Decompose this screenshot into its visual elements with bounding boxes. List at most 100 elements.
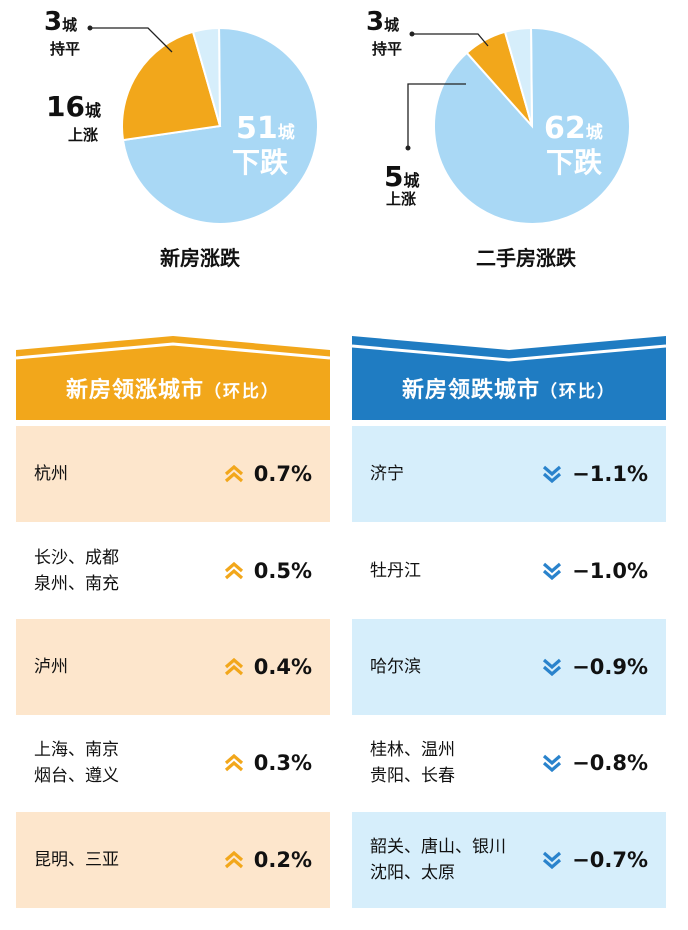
double-chevron-down-icon <box>543 465 562 484</box>
fall-row: 韶关、唐山、银川 沈阳、太原 −0.7% <box>352 811 666 908</box>
rise-row-city-line: 烟台、遵义 <box>34 766 119 787</box>
pie-title-second-hand: 二手房涨跌 <box>476 246 576 270</box>
new-fall-label-count: 51城 <box>236 111 295 146</box>
fall-row-cities: 牡丹江 <box>370 522 421 618</box>
rise-row-city-line: 杭州 <box>34 464 68 485</box>
old-flat-dot <box>409 31 415 37</box>
fall-row-city-line: 济宁 <box>370 464 404 485</box>
rise-row: 长沙、成都泉州、南充 0.5% <box>16 522 330 618</box>
fall-table-header: 新房领跌城市（环比） <box>351 336 667 420</box>
fall-row-value: −0.8% <box>572 751 648 776</box>
rise-row: 泸州 0.4% <box>16 618 330 716</box>
fall-row-city-line: 哈尔滨 <box>370 656 421 677</box>
fall-row-value: −0.7% <box>572 847 648 872</box>
new-flat-label-label: 持平 <box>50 40 80 58</box>
old-flat-label-label: 持平 <box>372 40 402 58</box>
rise-header-shape <box>15 336 331 420</box>
fall-row-value: −1.0% <box>572 558 648 583</box>
fall-row-cities: 哈尔滨 <box>370 619 421 715</box>
fall-row-change: −0.7% <box>542 812 648 908</box>
fall-row-city-line: 沈阳、太原 <box>370 862 455 883</box>
fall-row-value: −0.9% <box>572 654 648 679</box>
old-fall-label-count: 62城 <box>544 111 603 146</box>
new-rise-label-label: 上涨 <box>68 126 98 144</box>
rise-row-value: 0.7% <box>253 462 312 487</box>
rise-row-value: 0.5% <box>253 558 312 583</box>
fall-table-title: 新房领跌城市 <box>401 378 540 403</box>
fall-table-subtitle: （环比） <box>540 382 616 402</box>
old-slice-flat <box>503 26 533 127</box>
double-chevron-down-icon <box>543 658 562 676</box>
fall-row: 牡丹江 −1.0% <box>352 522 666 618</box>
double-chevron-up-icon <box>224 754 243 772</box>
old-rise-label-count: 5城 <box>384 160 420 193</box>
rise-row-cities: 泸州 <box>34 619 68 715</box>
rise-row-change: 0.2% <box>224 812 312 908</box>
pie-title-new-home: 新房涨跌 <box>160 246 240 270</box>
rise-row-city-line: 昆明、三亚 <box>34 849 119 870</box>
rise-row-city-line: 泉州、南充 <box>34 573 119 594</box>
fall-row-cities: 韶关、唐山、银川 沈阳、太原 <box>370 812 506 908</box>
rise-row-value: 0.3% <box>253 751 312 776</box>
new-flat-dot <box>87 25 93 31</box>
new-fall-label-label: 下跌 <box>232 146 288 179</box>
rise-row: 上海、南京烟台、遵义 0.3% <box>16 715 330 811</box>
fall-row-city-line: 桂林、温州 <box>370 740 455 761</box>
rise-row-change: 0.3% <box>224 715 312 811</box>
fall-row-cities: 桂林、温州贵阳、长春 <box>370 715 455 811</box>
old-flat-label-count: 3城 <box>366 7 399 37</box>
double-chevron-down-icon <box>543 562 562 580</box>
rise-row-cities: 杭州 <box>34 426 68 522</box>
double-chevron-up-icon <box>224 561 243 579</box>
fall-row-city-line: 贵阳、长春 <box>370 766 455 787</box>
new-flat-leader <box>90 27 173 53</box>
rise-row-city-line: 上海、南京 <box>34 740 119 761</box>
rise-row-city-line: 长沙、成都 <box>34 547 119 568</box>
fall-row-change: −1.1% <box>542 426 648 522</box>
old-rise-dot <box>405 145 411 151</box>
rise-row-cities: 长沙、成都泉州、南充 <box>34 522 119 618</box>
rise-row-value: 0.2% <box>253 847 312 872</box>
fall-row-change: −1.0% <box>542 522 648 618</box>
fall-row: 桂林、温州贵阳、长春 −0.8% <box>352 715 666 811</box>
new-rise-label-count: 16城 <box>46 90 101 123</box>
rise-row: 杭州 0.7% <box>16 426 330 523</box>
fall-row-city-line: 韶关、唐山、银川 <box>370 836 506 857</box>
fall-row-change: −0.9% <box>542 619 648 715</box>
old-rise-label-label: 上涨 <box>386 190 416 208</box>
new-slice-rise <box>121 30 222 142</box>
double-chevron-up-icon <box>224 850 243 868</box>
fall-row: 济宁 −1.1% <box>352 426 666 523</box>
fall-row-change: −0.8% <box>542 715 648 811</box>
rise-row: 昆明、三亚 0.2% <box>16 811 330 908</box>
old-flat-leader <box>412 33 489 47</box>
fall-header-shape <box>351 336 667 420</box>
old-rise-leader <box>407 83 466 148</box>
double-chevron-down-icon <box>543 851 562 869</box>
rise-row-change: 0.4% <box>224 619 312 715</box>
rise-row-change: 0.5% <box>224 522 312 618</box>
rise-row-cities: 昆明、三亚 <box>34 812 119 908</box>
double-chevron-down-icon <box>543 755 562 773</box>
new-flat-label-count: 3城 <box>44 7 77 37</box>
rise-row-city-line: 泸州 <box>34 656 68 677</box>
rise-table-header: 新房领涨城市（环比） <box>15 336 331 420</box>
fall-row-value: −1.1% <box>572 462 648 487</box>
rise-table-subtitle: （环比） <box>204 382 280 402</box>
rise-row-cities: 上海、南京烟台、遵义 <box>34 715 119 811</box>
rise-row-change: 0.7% <box>224 426 312 522</box>
fall-row-city-line: 牡丹江 <box>370 560 421 581</box>
rise-row-value: 0.4% <box>253 654 312 679</box>
fall-row-cities: 济宁 <box>370 426 404 522</box>
old-fall-label-label: 下跌 <box>546 146 602 179</box>
fall-row: 哈尔滨 −0.9% <box>352 618 666 716</box>
rise-table-title: 新房领涨城市 <box>65 378 204 403</box>
new-slice-flat <box>191 26 221 127</box>
